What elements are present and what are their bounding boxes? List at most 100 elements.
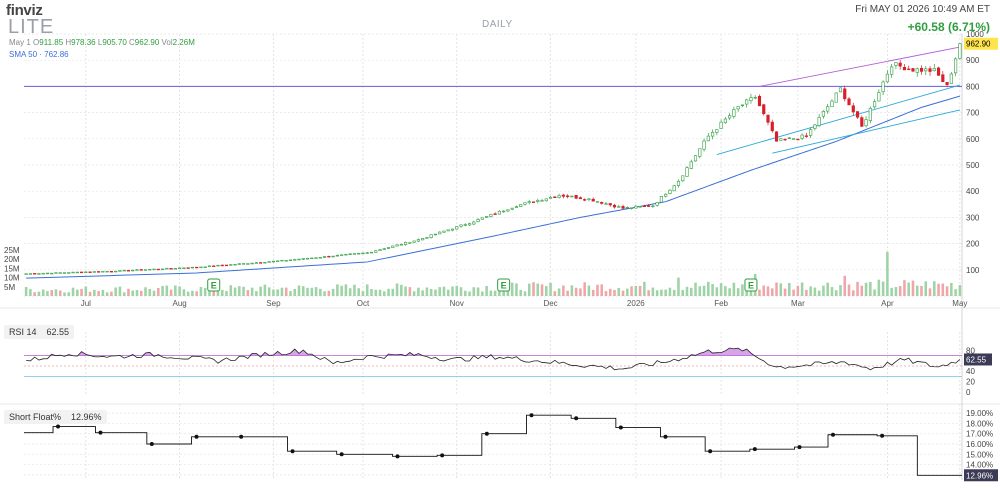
short-float-panel-label: Short Float% 12.96%	[4, 410, 107, 424]
candle-body	[830, 100, 834, 108]
ohlc-readout: May 1 O911.85 H978.36 L905.70 C962.90 Vo…	[9, 38, 195, 47]
candle-body	[523, 202, 527, 205]
candle-body	[800, 134, 804, 139]
candle-body	[395, 244, 399, 247]
candle-body	[928, 68, 932, 72]
rsi-panel-label: RSI 14 62.55	[4, 325, 75, 339]
candle-body	[305, 258, 310, 260]
volume-bar	[276, 289, 279, 296]
earnings-marker-label: E	[501, 281, 507, 291]
candle-body	[873, 101, 877, 108]
candle-body	[634, 205, 638, 209]
candle-body	[178, 267, 182, 270]
volume-bar	[856, 281, 859, 296]
volume-bar	[472, 287, 476, 296]
short-float-point	[529, 413, 534, 418]
candle-body	[425, 237, 429, 239]
volume-bar	[626, 288, 629, 296]
volume-bar	[869, 281, 872, 296]
volume-bar	[101, 289, 105, 296]
trendlines[interactable]	[716, 46, 960, 155]
volume-bar	[408, 287, 412, 296]
volume-bar	[395, 283, 399, 296]
short-float-value: 12.96%	[71, 412, 102, 422]
short-float-point	[831, 432, 835, 437]
rsi-value-tag-label: 62.55	[966, 355, 987, 364]
volume-bar	[365, 284, 369, 296]
volume-bar	[139, 290, 143, 296]
volume-bar	[907, 282, 910, 296]
price-tick-label: 600	[966, 135, 980, 144]
candle-body	[463, 224, 467, 226]
volume-bar	[199, 286, 203, 296]
volume-bar	[928, 288, 932, 296]
candle-body	[774, 131, 779, 142]
volume-bar	[280, 287, 284, 296]
candle-body	[732, 109, 736, 117]
volume-bar	[174, 285, 177, 296]
last-price-label: 962.90	[966, 40, 991, 49]
candle-body	[885, 73, 889, 83]
candle-body	[676, 180, 681, 186]
candle-body	[41, 272, 45, 275]
candle-body	[514, 206, 519, 208]
volume-bar	[574, 287, 578, 296]
candle-body	[438, 231, 442, 235]
volume-bar	[515, 283, 518, 296]
volume-bar	[562, 285, 565, 296]
candle-body	[770, 121, 774, 132]
short-float-panel: 13.00%14.00%15.00%16.00%17.00%18.00%19.0…	[24, 409, 998, 482]
candle-body	[902, 66, 907, 71]
volume-bar	[498, 288, 501, 296]
volume-bar	[839, 285, 842, 296]
candle-body	[233, 264, 237, 266]
finviz-logo[interactable]: finviz	[6, 2, 43, 19]
volume-bar	[873, 289, 876, 296]
volume-bar	[728, 288, 731, 296]
volume-bar	[357, 288, 360, 296]
volume-bar	[182, 289, 186, 296]
candle-body	[766, 114, 770, 123]
volume-value: 2.26M	[172, 38, 195, 47]
volume-bar	[370, 288, 373, 296]
candle-body	[122, 269, 126, 272]
candle-body	[386, 247, 391, 249]
candle-body	[954, 58, 958, 74]
candle-body	[608, 203, 612, 206]
volume-bar	[630, 286, 633, 296]
date-tick-label: Mar	[791, 299, 805, 308]
candle-body	[783, 138, 787, 141]
candle-body	[280, 259, 284, 262]
candle-body	[936, 67, 941, 76]
candle-body	[28, 273, 32, 275]
candle-body	[591, 198, 595, 202]
volume-bar	[924, 281, 928, 296]
volume-bar	[29, 289, 32, 296]
candle-body	[804, 135, 808, 137]
timeframe-label[interactable]: DAILY	[482, 19, 513, 30]
candle-body	[843, 88, 847, 100]
volume-bar	[685, 286, 689, 296]
volume-bar	[762, 285, 766, 296]
candle-body	[114, 270, 118, 273]
earnings-marker-label: E	[211, 281, 217, 291]
rsi-title: RSI 14	[9, 327, 37, 337]
candle-body	[531, 201, 536, 203]
datetime-label: Fri MAY 01 2026 10:49 AM ET	[855, 4, 990, 15]
volume-bar	[93, 289, 96, 296]
ticker-symbol: LITE	[8, 16, 55, 38]
volume-bar	[668, 287, 672, 296]
candle-body	[143, 269, 148, 271]
candle-body	[246, 263, 250, 265]
volume-bar	[293, 288, 297, 296]
candle-body	[485, 215, 489, 218]
rsi-tick-label: 40	[966, 367, 975, 376]
volume-bar	[886, 251, 889, 296]
volume-bar	[387, 288, 390, 296]
candle-body	[736, 106, 740, 110]
short-float-point	[440, 453, 445, 458]
short-float-point	[574, 416, 579, 421]
volume-bar	[570, 285, 574, 296]
